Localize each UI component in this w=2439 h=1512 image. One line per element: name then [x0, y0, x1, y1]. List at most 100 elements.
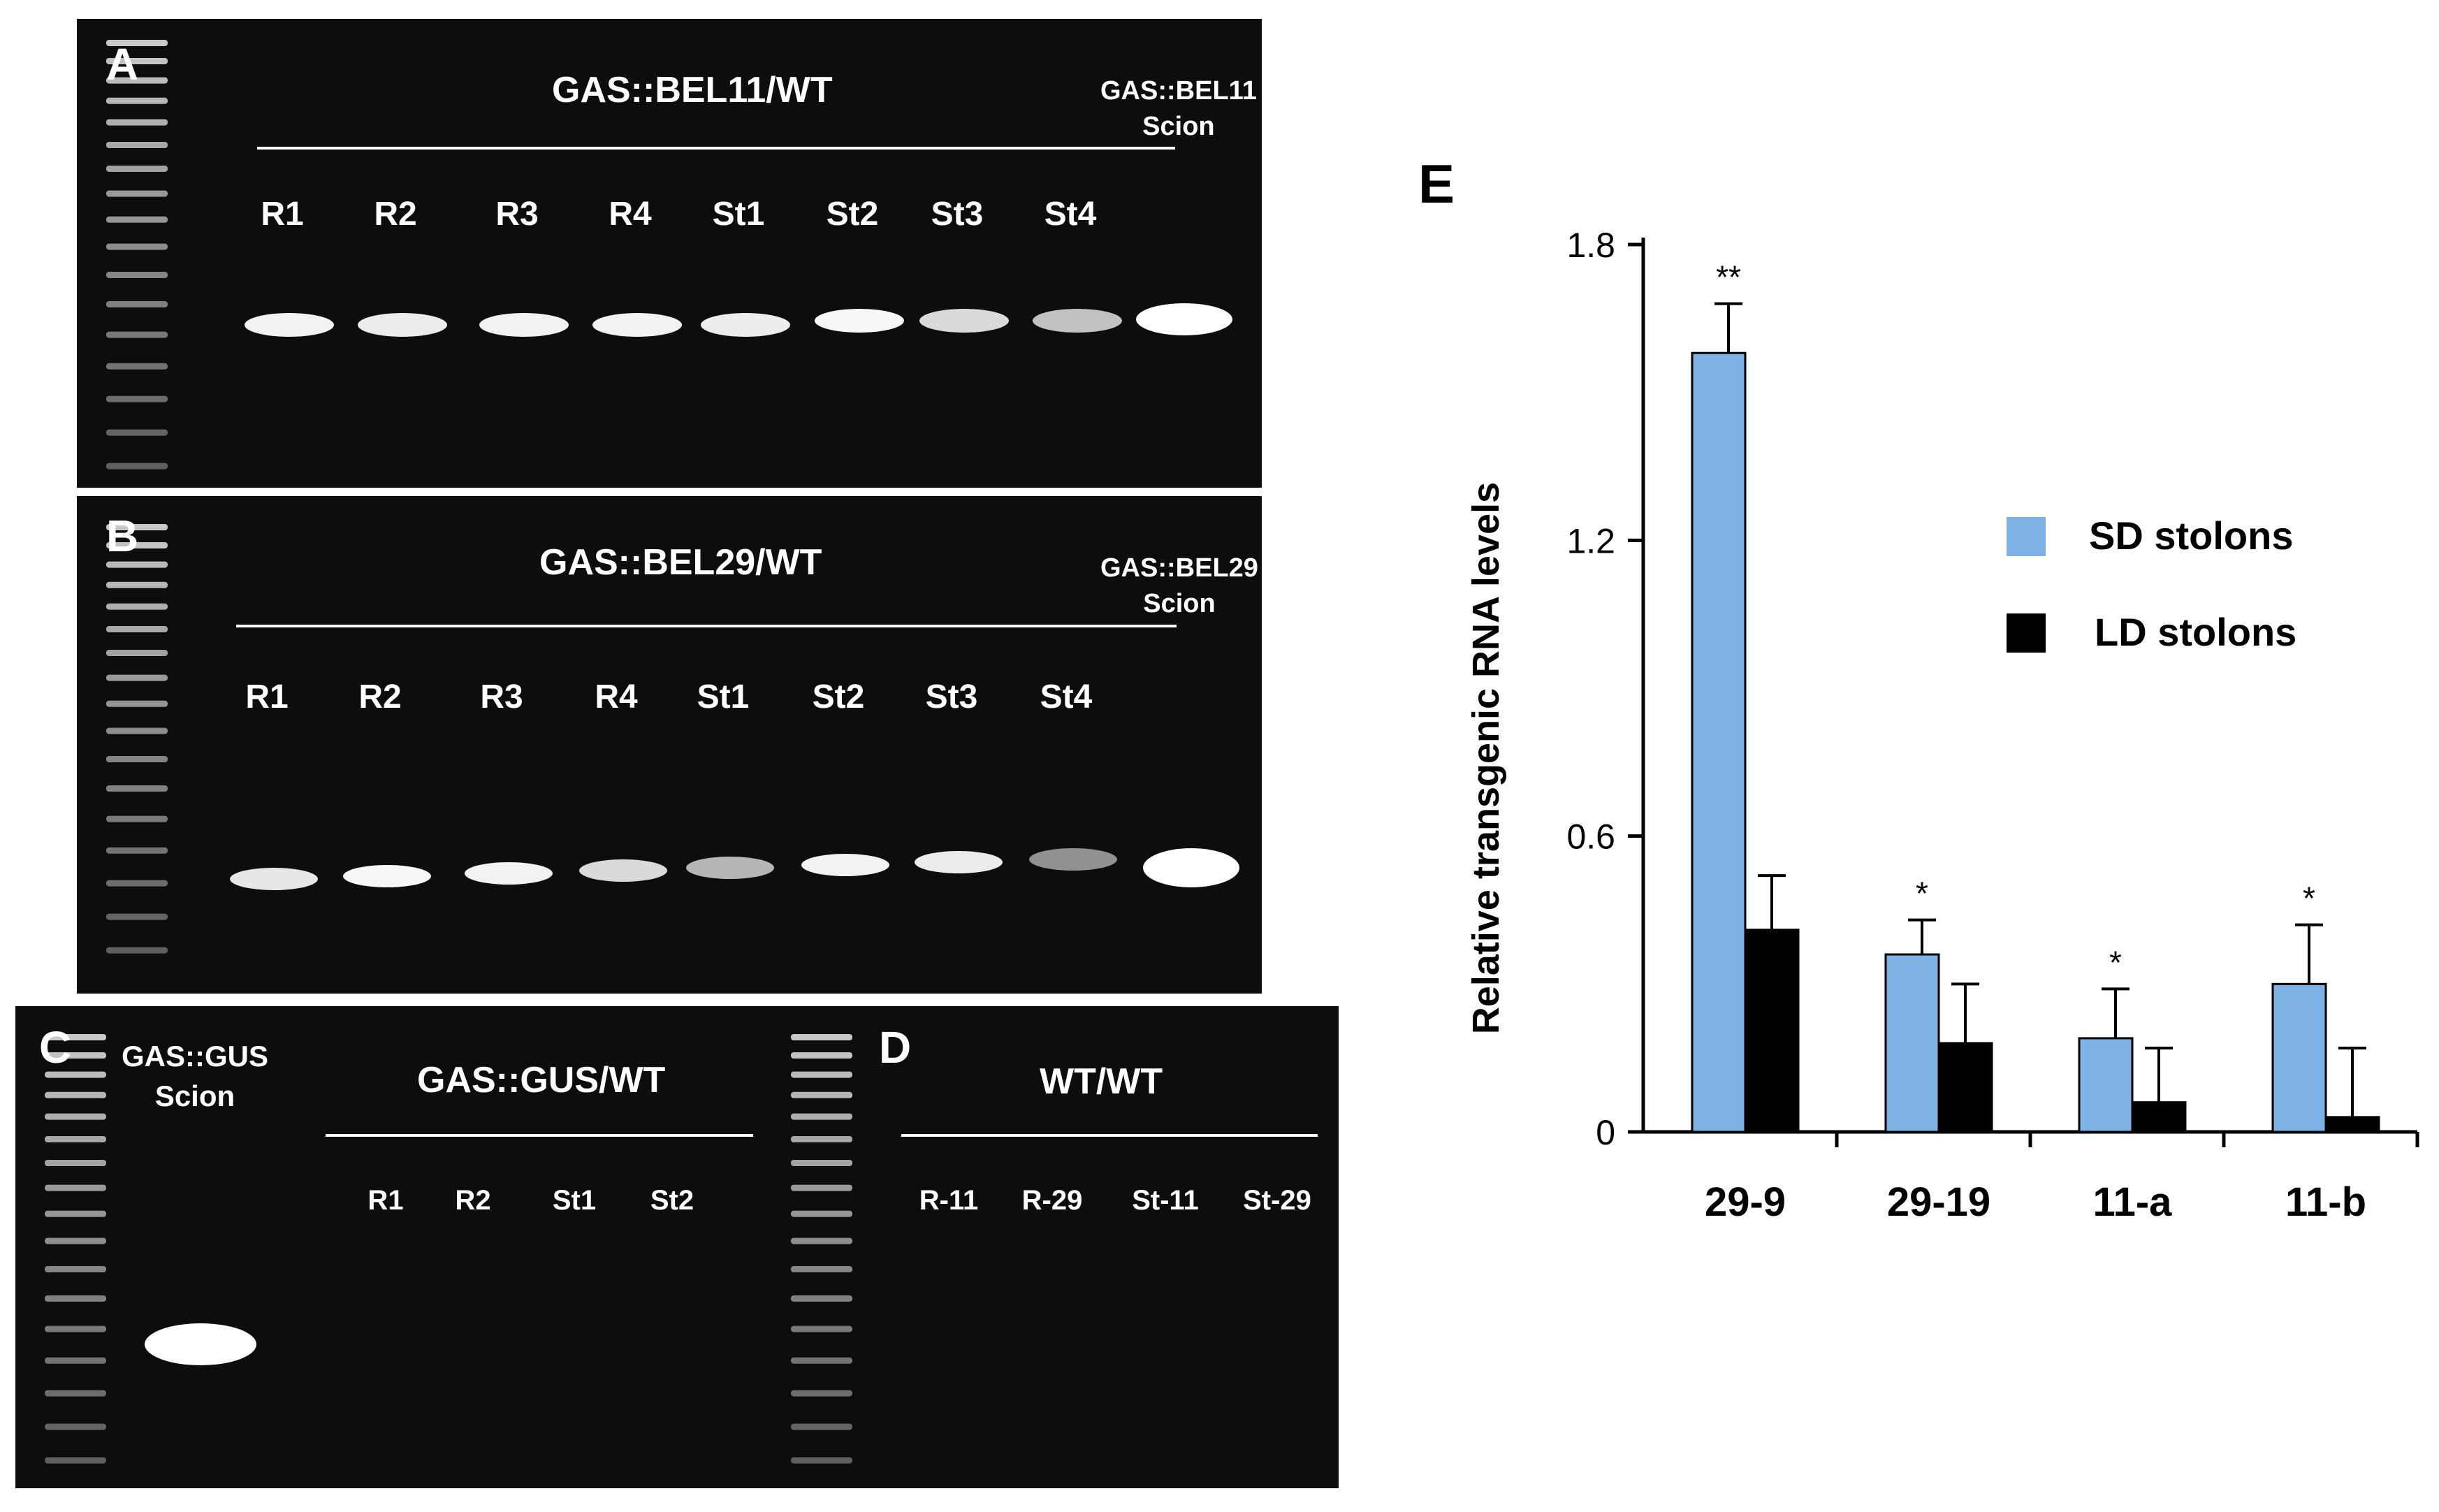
legend-swatch [2007, 613, 2046, 653]
significance-mark: * [2303, 880, 2315, 917]
ladder-band [791, 1034, 852, 1040]
bar-chart-e: E 0 0.6 1.2 1.8 Relative transgenic RNA level… [1390, 140, 2424, 1258]
ladder-band [45, 1390, 106, 1397]
gel-band [592, 313, 682, 337]
scion-label-c-line1: GAS::GUS [122, 1040, 268, 1073]
significance-mark: * [1916, 875, 1928, 912]
gel-title-d: WT/WT [1040, 1061, 1163, 1102]
ladder-band [106, 626, 168, 632]
y-tick-label: 1.8 [1566, 226, 1615, 265]
legend-label: LD stolons [2095, 610, 2296, 654]
gel-band [915, 851, 1003, 873]
gel-band [245, 313, 334, 337]
bar [2271, 982, 2327, 1133]
chart-svg: E 0 0.6 1.2 1.8 Relative transgenic RNA level… [1418, 153, 2419, 1225]
ladder-band [45, 1457, 106, 1464]
panel-letter-a: A [106, 39, 139, 89]
ladder-band [791, 1113, 852, 1120]
gel-band [1143, 848, 1239, 887]
ladder-band [106, 166, 168, 172]
panel-letter-c: C [39, 1022, 72, 1073]
ladder-band [106, 603, 168, 610]
ladder-band [106, 524, 168, 530]
ladder-band [791, 1423, 852, 1430]
bands-c [145, 1323, 256, 1365]
ladder-band [45, 1184, 106, 1191]
gel-band [919, 309, 1009, 333]
ladder-band [106, 58, 168, 64]
ladder-band [791, 1052, 852, 1059]
ladder-band [106, 947, 168, 954]
gel-band [579, 859, 667, 882]
y-axis-label: Relative transgenic RNA levels [1465, 482, 1507, 1034]
gel-panel-a: A GAS::BEL11/WT GAS::BEL11 Scion R1 R2 R3 R… [77, 19, 1262, 488]
ladder-band [106, 756, 168, 762]
lane-label: St2 [650, 1185, 694, 1216]
ladder-band [791, 1325, 852, 1332]
lane-label: St4 [1040, 678, 1093, 715]
ladder-band [791, 1136, 852, 1142]
ladder-band [106, 97, 168, 104]
y-tick-label: 0.6 [1566, 817, 1615, 857]
lane-label: St3 [925, 678, 978, 715]
ladder-band [106, 429, 168, 436]
significance-mark: * [2109, 944, 2122, 980]
ladder-band [791, 1160, 852, 1166]
gel-band [1033, 309, 1122, 333]
lane-label: R-11 [919, 1185, 979, 1216]
scion-label-a-line2: Scion [1142, 112, 1215, 142]
lane-label: R3 [480, 678, 523, 715]
gel-band [479, 313, 569, 337]
ladder-band [791, 1071, 852, 1078]
bar [1937, 1042, 1993, 1133]
gel-line-b [236, 625, 1177, 627]
lane-label: R3 [495, 196, 539, 233]
lane-label: R4 [595, 678, 638, 715]
ladder-band [791, 1390, 852, 1397]
ladder-band [106, 190, 168, 197]
gel-line-d [901, 1134, 1318, 1137]
y-tick-label: 1.2 [1566, 521, 1615, 560]
ladder-band [45, 1136, 106, 1142]
gel-band [230, 868, 318, 890]
bar [2078, 1037, 2134, 1133]
y-tick-label: 0 [1596, 1113, 1615, 1152]
ladder-band [45, 1266, 106, 1272]
ladder-band [106, 561, 168, 568]
bands-a [245, 303, 1232, 337]
lane-label: St-11 [1132, 1185, 1199, 1216]
gel-band [343, 865, 431, 887]
ladder-band [791, 1184, 852, 1191]
ladder-band [106, 650, 168, 656]
panel-letter-b: B [106, 511, 139, 561]
ladder-band [106, 331, 168, 338]
ladder-band [106, 847, 168, 854]
panel-letter-e: E [1418, 153, 1455, 215]
x-tick-label: 29-9 [1705, 1179, 1786, 1225]
gel-title-b: GAS::BEL29/WT [539, 542, 822, 583]
lane-label: St1 [552, 1185, 597, 1216]
ladder-band [45, 1423, 106, 1430]
ladder-band [791, 1237, 852, 1244]
panel-letter-d: D [879, 1022, 912, 1073]
gel-band [701, 313, 790, 337]
ladder-band [106, 395, 168, 402]
ladder-band [106, 243, 168, 250]
ladder-band [45, 1071, 106, 1078]
ladder-band [45, 1325, 106, 1332]
ladder-band [106, 785, 168, 792]
ladder-band [106, 880, 168, 887]
ladder-band [106, 216, 168, 223]
ladder-band [45, 1237, 106, 1244]
ladder-band [106, 363, 168, 370]
lane-label: R-29 [1021, 1185, 1083, 1216]
bar [1744, 929, 1800, 1133]
x-tick-label: 11-a [2093, 1179, 2173, 1225]
gel-panel-d: D WT/WT R-11 R-29 St-11 St-29 [762, 1006, 1339, 1488]
lane-label: St4 [1044, 196, 1097, 233]
lane-label: St-29 [1243, 1185, 1311, 1216]
lane-label: St1 [697, 678, 750, 715]
scion-label-b-line1: GAS::BEL29 [1100, 553, 1258, 583]
gel-title-a: GAS::BEL11/WT [552, 70, 833, 110]
gel-band [1029, 848, 1117, 871]
